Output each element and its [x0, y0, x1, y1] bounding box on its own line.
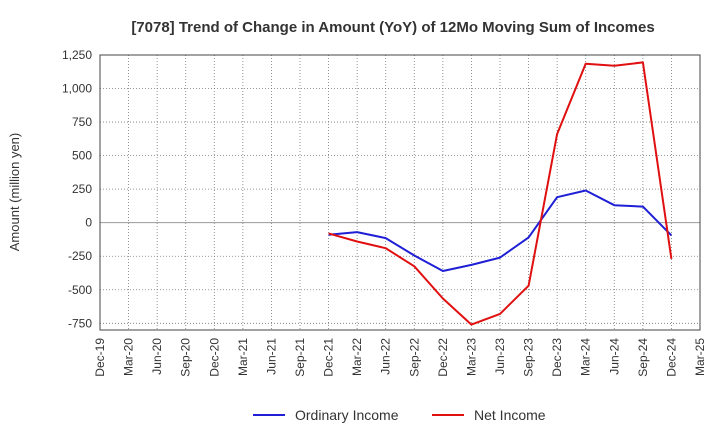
legend-label: Net Income [474, 407, 546, 423]
series-layer [328, 61, 673, 326]
series-line-ordinary-income [328, 189, 673, 272]
y-tick-label: 500 [72, 149, 92, 163]
legend-label: Ordinary Income [295, 407, 399, 423]
x-tick-label: Sep-24 [636, 338, 650, 377]
x-tick-label: Jun-24 [607, 338, 621, 375]
y-tick-label: 1,250 [62, 48, 92, 62]
x-tick-label: Dec-23 [550, 338, 564, 377]
x-tick-label: Mar-25 [693, 338, 707, 376]
x-tick-label: Mar-20 [122, 338, 136, 376]
legend: Ordinary Income Net Income [253, 407, 546, 423]
y-tick-label: 250 [72, 182, 92, 196]
x-tick-label: Sep-21 [293, 338, 307, 377]
x-tick-label: Sep-23 [522, 338, 536, 377]
y-tick-label: -250 [68, 249, 92, 263]
x-tick-label: Jun-23 [493, 338, 507, 375]
x-tick-label: Sep-22 [407, 338, 421, 377]
x-tick-label: Jun-21 [264, 338, 278, 375]
y-tick-labels: -750 -500 -250 0 250 500 750 1,000 1,250 [62, 48, 92, 330]
x-tick-label: Dec-24 [664, 338, 678, 377]
x-tick-label: Sep-20 [179, 338, 193, 377]
x-tick-label: Dec-21 [322, 338, 336, 377]
x-tick-label: Mar-24 [579, 338, 593, 376]
chart-title: [7078] Trend of Change in Amount (YoY) o… [131, 19, 654, 36]
grid-layer [100, 54, 700, 330]
y-axis-label: Amount (million yen) [7, 133, 22, 252]
x-tick-label: Mar-22 [350, 338, 364, 376]
x-tick-label: Jun-20 [150, 338, 164, 375]
x-tick-label: Dec-19 [93, 338, 107, 377]
x-tick-label: Mar-23 [464, 338, 478, 376]
y-tick-label: 1,000 [62, 82, 92, 96]
series-line-net-income [328, 61, 673, 326]
y-tick-label: -500 [68, 283, 92, 297]
y-tick-label: 750 [72, 115, 92, 129]
y-tick-label: 0 [85, 216, 92, 230]
x-tick-labels: Dec-19 Mar-20 Jun-20 Sep-20 Dec-20 Mar-21 Jun-… [93, 338, 707, 377]
x-tick-label: Dec-22 [436, 338, 450, 377]
x-tick-label: Jun-22 [379, 338, 393, 375]
x-tick-label: Dec-20 [207, 338, 221, 377]
y-tick-label: -750 [68, 316, 92, 330]
plot-area-border [99, 54, 701, 331]
x-tick-label: Mar-21 [236, 338, 250, 376]
